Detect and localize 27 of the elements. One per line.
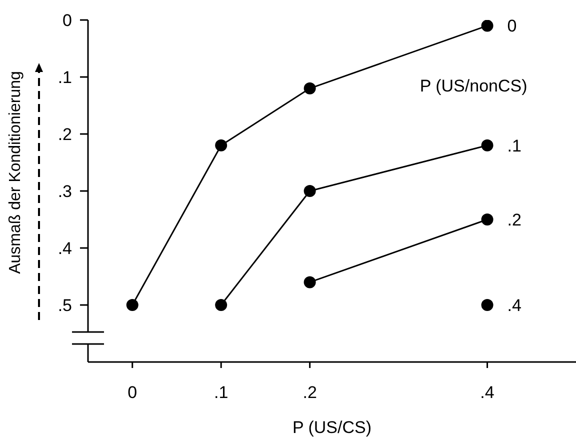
series-label: .2: [507, 210, 522, 230]
series-label: .1: [507, 136, 522, 156]
point: [481, 299, 494, 311]
y-tick-label: .5: [58, 296, 72, 316]
point: [481, 139, 494, 152]
y-axis-title: Ausmaß der Konditionierung: [7, 71, 24, 274]
point: [481, 214, 494, 226]
series-label: 0: [507, 16, 517, 36]
point: [481, 20, 494, 32]
y-tick-label: 0: [62, 11, 72, 30]
y-tick-label: .2: [58, 125, 72, 144]
point: [215, 299, 228, 311]
x-tick-label: .1: [214, 383, 228, 402]
y-tick-label: .4: [58, 239, 72, 258]
x-tick-label: .4: [480, 383, 494, 402]
legend-title: P (US/nonCS): [420, 76, 528, 96]
point: [126, 299, 138, 311]
x-tick-label: 0: [128, 383, 138, 402]
point: [304, 185, 316, 197]
y-tick-label: .1: [58, 68, 72, 88]
x-axis-title: P (US/CS): [292, 418, 372, 437]
x-tick-label: .2: [302, 383, 317, 402]
series-label: .4: [507, 296, 522, 315]
point: [304, 276, 316, 288]
point: [215, 139, 228, 152]
y-tick-label: .3: [58, 182, 72, 202]
point: [304, 82, 316, 94]
